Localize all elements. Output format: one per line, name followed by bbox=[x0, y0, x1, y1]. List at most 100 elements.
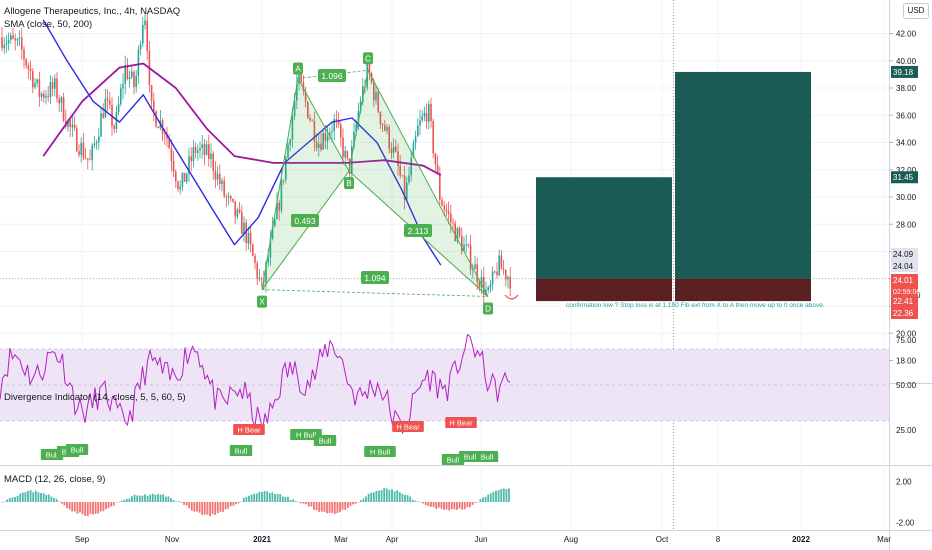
macd-histogram-bar bbox=[97, 502, 100, 514]
candle-body bbox=[122, 83, 124, 89]
candle-body bbox=[423, 112, 426, 117]
candle-body bbox=[399, 165, 401, 176]
candle-body bbox=[494, 271, 496, 273]
macd-histogram-bar bbox=[175, 501, 178, 502]
pattern-ratio-badge bbox=[361, 271, 389, 284]
time-tick-label: Mar bbox=[334, 535, 348, 544]
macd-histogram-bar bbox=[157, 493, 159, 502]
candle-body bbox=[238, 209, 241, 213]
candle-body bbox=[5, 43, 8, 45]
macd-histogram-bar bbox=[60, 502, 63, 504]
macd-histogram-bar bbox=[404, 494, 406, 502]
price-tick-label: 38.00 bbox=[896, 84, 917, 93]
candle-body bbox=[256, 263, 258, 279]
candle-body bbox=[340, 124, 342, 138]
macd-histogram-bar bbox=[21, 492, 24, 502]
macd-histogram-bar bbox=[128, 498, 131, 502]
macd-histogram-bar bbox=[79, 502, 81, 513]
divergence-label: Bull bbox=[481, 453, 494, 462]
candle-body bbox=[447, 211, 450, 214]
moving-averages bbox=[42, 19, 442, 266]
macd-histogram-bar bbox=[294, 501, 297, 502]
macd-histogram-bar bbox=[71, 502, 74, 512]
macd-histogram-bar bbox=[417, 501, 419, 503]
divergence-label: H Bear bbox=[449, 419, 473, 428]
candle-body bbox=[300, 71, 302, 83]
candle-body bbox=[443, 205, 445, 210]
macd-histogram-bar bbox=[266, 491, 269, 502]
macd-histogram-bar bbox=[123, 499, 126, 502]
macd-histogram-bar bbox=[68, 502, 71, 510]
macd-histogram-bar bbox=[162, 494, 165, 502]
macd-histogram-bar bbox=[66, 502, 68, 508]
candle-body bbox=[381, 123, 384, 126]
macd-histogram-bar bbox=[92, 502, 94, 515]
candle-body bbox=[153, 100, 155, 112]
macd-histogram-bar bbox=[375, 490, 378, 502]
candle-body bbox=[16, 39, 19, 41]
candle-body bbox=[322, 133, 324, 150]
candle-body bbox=[505, 269, 507, 280]
macd-histogram-bar bbox=[248, 495, 250, 502]
macd-histogram-bar bbox=[411, 499, 414, 502]
macd-histogram-bar bbox=[250, 494, 253, 502]
macd-histogram-bar bbox=[307, 502, 310, 507]
candle-body bbox=[474, 264, 476, 270]
currency-button[interactable]: USD bbox=[903, 3, 929, 19]
macd-histogram-bar bbox=[73, 502, 76, 512]
macd-histogram-bar bbox=[336, 502, 339, 514]
macd-histogram-bar bbox=[393, 491, 396, 502]
macd-histogram-bar bbox=[463, 502, 466, 510]
macd-histogram-bar bbox=[180, 502, 183, 503]
macd-histogram-bar bbox=[138, 495, 141, 502]
macd-label: MACD (12, 26, close, 9) bbox=[4, 474, 106, 485]
macd-histogram-bar bbox=[500, 488, 503, 502]
candle-body bbox=[412, 143, 415, 158]
candle-body bbox=[390, 148, 393, 153]
pattern-point-label: B bbox=[346, 179, 351, 188]
candle-body bbox=[27, 65, 30, 69]
candle-body bbox=[95, 142, 98, 144]
macd-histogram-bar bbox=[14, 496, 16, 502]
macd-histogram-bar bbox=[149, 494, 152, 502]
candle-body bbox=[344, 150, 346, 158]
candle-body bbox=[392, 146, 395, 153]
time-tick-label: 8 bbox=[716, 535, 721, 544]
candle-body bbox=[441, 199, 443, 206]
macd-histogram-bar bbox=[154, 494, 157, 502]
candle-body bbox=[456, 227, 459, 242]
macd-histogram-bar bbox=[406, 495, 409, 502]
time-tick-label: 2021 bbox=[253, 535, 271, 544]
candle-body bbox=[337, 119, 340, 125]
rsi-tick-label: 50.00 bbox=[896, 381, 917, 390]
candle-body bbox=[38, 79, 41, 97]
macd-histogram-bar bbox=[422, 502, 425, 504]
macd-histogram-bar bbox=[474, 502, 477, 504]
candle-body bbox=[199, 147, 201, 151]
macd-histogram-bar bbox=[76, 502, 79, 514]
divergence-label: Bull bbox=[447, 456, 460, 465]
candle-body bbox=[397, 151, 399, 166]
macd-histogram-bar bbox=[118, 501, 120, 503]
candle-body bbox=[120, 88, 122, 105]
candle-body bbox=[12, 35, 14, 39]
macd-histogram-bar bbox=[297, 502, 300, 503]
pattern-point-label: D bbox=[485, 304, 491, 313]
target-zone-1 bbox=[536, 177, 672, 279]
candle-body bbox=[236, 209, 239, 217]
divergence-label: Bull bbox=[71, 446, 84, 455]
macd-histogram-bar bbox=[489, 493, 492, 502]
macd-histogram-bar bbox=[284, 496, 287, 502]
candle-body bbox=[445, 209, 448, 212]
candle-body bbox=[146, 20, 148, 51]
candle-body bbox=[289, 139, 291, 145]
macd-histogram-bar bbox=[484, 496, 487, 502]
price-label-target2 bbox=[891, 65, 918, 78]
macd-histogram-bar bbox=[255, 493, 258, 502]
macd-histogram-bar bbox=[346, 502, 349, 509]
candle-body bbox=[102, 113, 104, 118]
macd-histogram-bar bbox=[396, 490, 399, 502]
candle-body bbox=[285, 157, 287, 180]
candle-body bbox=[491, 271, 494, 285]
